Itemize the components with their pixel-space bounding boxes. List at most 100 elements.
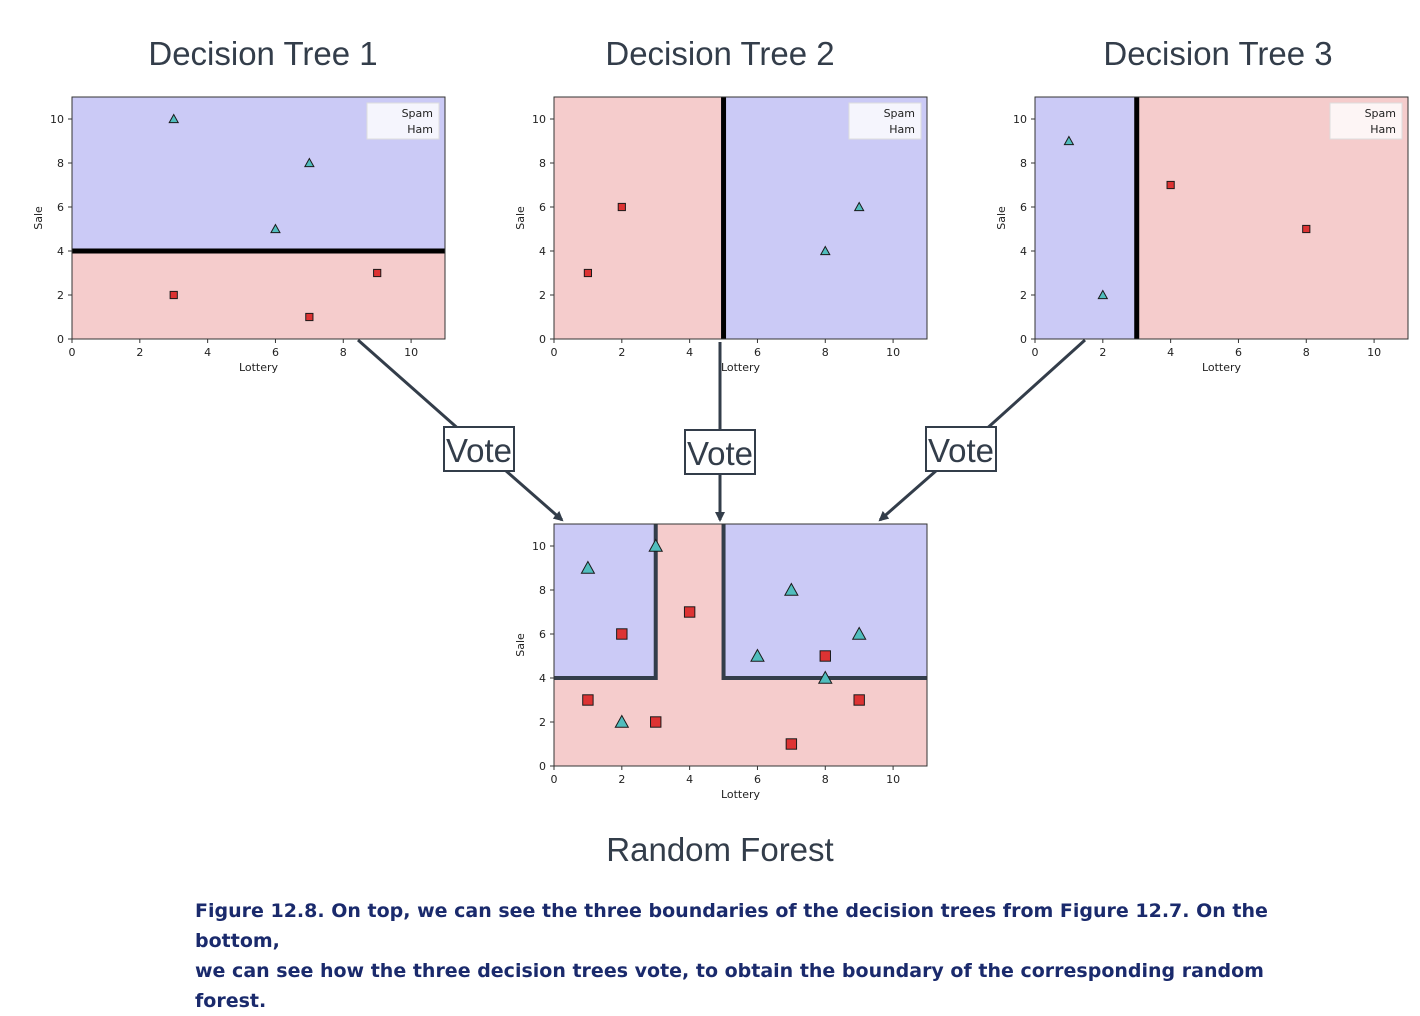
tree2-plot: 0 2 4 6 8 10 0 2 4 6 8 10 Lottery Sale Spam Ham xyxy=(514,96,928,374)
legend-entry: Ham xyxy=(889,123,915,136)
x-tick-label: 0 xyxy=(551,346,558,359)
y-tick-label: 4 xyxy=(539,672,546,685)
square-point xyxy=(853,694,865,706)
x-tick-label: 0 xyxy=(1032,346,1039,359)
x-tick-label: 8 xyxy=(1303,346,1310,359)
vote-arrow-tree3-upper xyxy=(981,338,1087,434)
square-point xyxy=(305,312,314,322)
x-tick-label: 6 xyxy=(754,346,761,359)
plot-frame xyxy=(71,96,446,340)
x-tick-label: 0 xyxy=(69,346,76,359)
decision-boundary xyxy=(554,524,658,680)
y-tick-label: 4 xyxy=(1020,245,1027,258)
triangle-point xyxy=(819,245,831,256)
x-tick-label: 2 xyxy=(618,773,625,786)
triangle-point xyxy=(580,560,596,574)
vote-label: Vote xyxy=(928,432,994,469)
y-tick-label: 2 xyxy=(57,289,64,302)
x-tick-label: 10 xyxy=(404,346,418,359)
tree3-title: Decision Tree 3 xyxy=(1103,35,1332,72)
square-point xyxy=(583,268,593,278)
legend-entry: Ham xyxy=(407,123,433,136)
forest-title: Random Forest xyxy=(606,831,833,868)
triangle-point xyxy=(270,223,281,234)
x-tick-label: 4 xyxy=(204,346,211,359)
ham-region xyxy=(554,97,724,339)
triangle-point xyxy=(304,157,315,168)
square-point xyxy=(169,290,178,300)
x-axis-label: Lottery xyxy=(721,788,761,801)
square-point xyxy=(819,650,831,662)
y-tick-label: 0 xyxy=(1020,333,1027,346)
plot-frame xyxy=(553,96,928,340)
legend-box xyxy=(848,102,922,140)
y-tick-label: 2 xyxy=(539,716,546,729)
caption-line-2: we can see how the three decision trees … xyxy=(195,960,1264,1012)
y-tick-label: 2 xyxy=(1020,289,1027,302)
vote-box-tree2: Vote xyxy=(684,429,756,475)
x-tick-label: 10 xyxy=(886,346,900,359)
x-tick-label: 6 xyxy=(754,773,761,786)
square-point xyxy=(650,716,662,728)
vote-box-tree3: Vote xyxy=(925,426,997,472)
y-tick-label: 4 xyxy=(57,245,64,258)
y-tick-label: 4 xyxy=(539,245,546,258)
triangle-point xyxy=(851,626,867,640)
figure-caption: Figure 12.8. On top, we can see the thre… xyxy=(195,896,1315,1016)
vote-arrow-tree1-lower xyxy=(504,468,564,522)
x-tick-label: 8 xyxy=(822,346,829,359)
square-point xyxy=(582,694,594,706)
square-point xyxy=(373,268,382,278)
x-tick-label: 8 xyxy=(822,773,829,786)
x-tick-label: 4 xyxy=(686,773,693,786)
x-tick-label: 6 xyxy=(1235,346,1242,359)
y-axis-label: Sale xyxy=(514,633,527,657)
triangle-point xyxy=(750,648,765,662)
y-tick-label: 8 xyxy=(1020,157,1027,170)
tree3-plot: 0 2 4 6 8 10 0 2 4 6 8 10 Lottery Sale Spam Ham xyxy=(995,96,1409,374)
y-tick-label: 0 xyxy=(57,333,64,346)
x-tick-label: 2 xyxy=(618,346,625,359)
y-tick-label: 2 xyxy=(539,289,546,302)
legend-entry: Spam xyxy=(884,107,915,120)
triangle-point xyxy=(1097,289,1109,300)
y-tick-label: 0 xyxy=(539,333,546,346)
triangle-point xyxy=(817,670,833,684)
y-tick-label: 10 xyxy=(50,113,64,126)
triangle-point xyxy=(648,538,664,552)
y-tick-label: 6 xyxy=(1020,201,1027,214)
triangle-point xyxy=(614,714,630,728)
vote-box-tree1: Vote xyxy=(443,426,515,472)
y-tick-label: 10 xyxy=(1013,113,1027,126)
spam-region xyxy=(1035,97,1137,339)
vote-arrow-tree1-upper xyxy=(357,338,463,434)
x-tick-label: 6 xyxy=(272,346,279,359)
y-tick-label: 6 xyxy=(57,201,64,214)
triangle-point xyxy=(784,582,799,596)
y-axis-label: Sale xyxy=(32,206,45,230)
caption-line-1: Figure 12.8. On top, we can see the thre… xyxy=(195,900,1268,952)
decision-boundary xyxy=(721,524,927,680)
ham-region xyxy=(72,251,445,339)
y-axis-label: Sale xyxy=(514,206,527,230)
legend-box xyxy=(366,102,440,140)
square-point xyxy=(1166,180,1175,190)
plot-frame xyxy=(553,523,928,767)
x-axis-label: Lottery xyxy=(1202,361,1242,374)
legend-entry: Spam xyxy=(1365,107,1396,120)
square-point xyxy=(616,628,628,640)
y-tick-label: 0 xyxy=(539,760,546,773)
random-forest-figure: Decision Tree 1 Decision Tree 2 Decision… xyxy=(32,35,1409,868)
y-tick-label: 6 xyxy=(539,628,546,641)
tree1-title: Decision Tree 1 xyxy=(148,35,377,72)
x-tick-label: 4 xyxy=(1167,346,1174,359)
plot-frame xyxy=(1034,96,1409,340)
square-point xyxy=(1302,224,1311,234)
y-tick-label: 6 xyxy=(539,201,546,214)
triangle-point xyxy=(1063,135,1075,146)
x-tick-label: 2 xyxy=(136,346,143,359)
x-axis-label: Lottery xyxy=(721,361,761,374)
x-tick-label: 2 xyxy=(1099,346,1106,359)
y-axis-label: Sale xyxy=(995,206,1008,230)
square-point xyxy=(617,202,626,212)
